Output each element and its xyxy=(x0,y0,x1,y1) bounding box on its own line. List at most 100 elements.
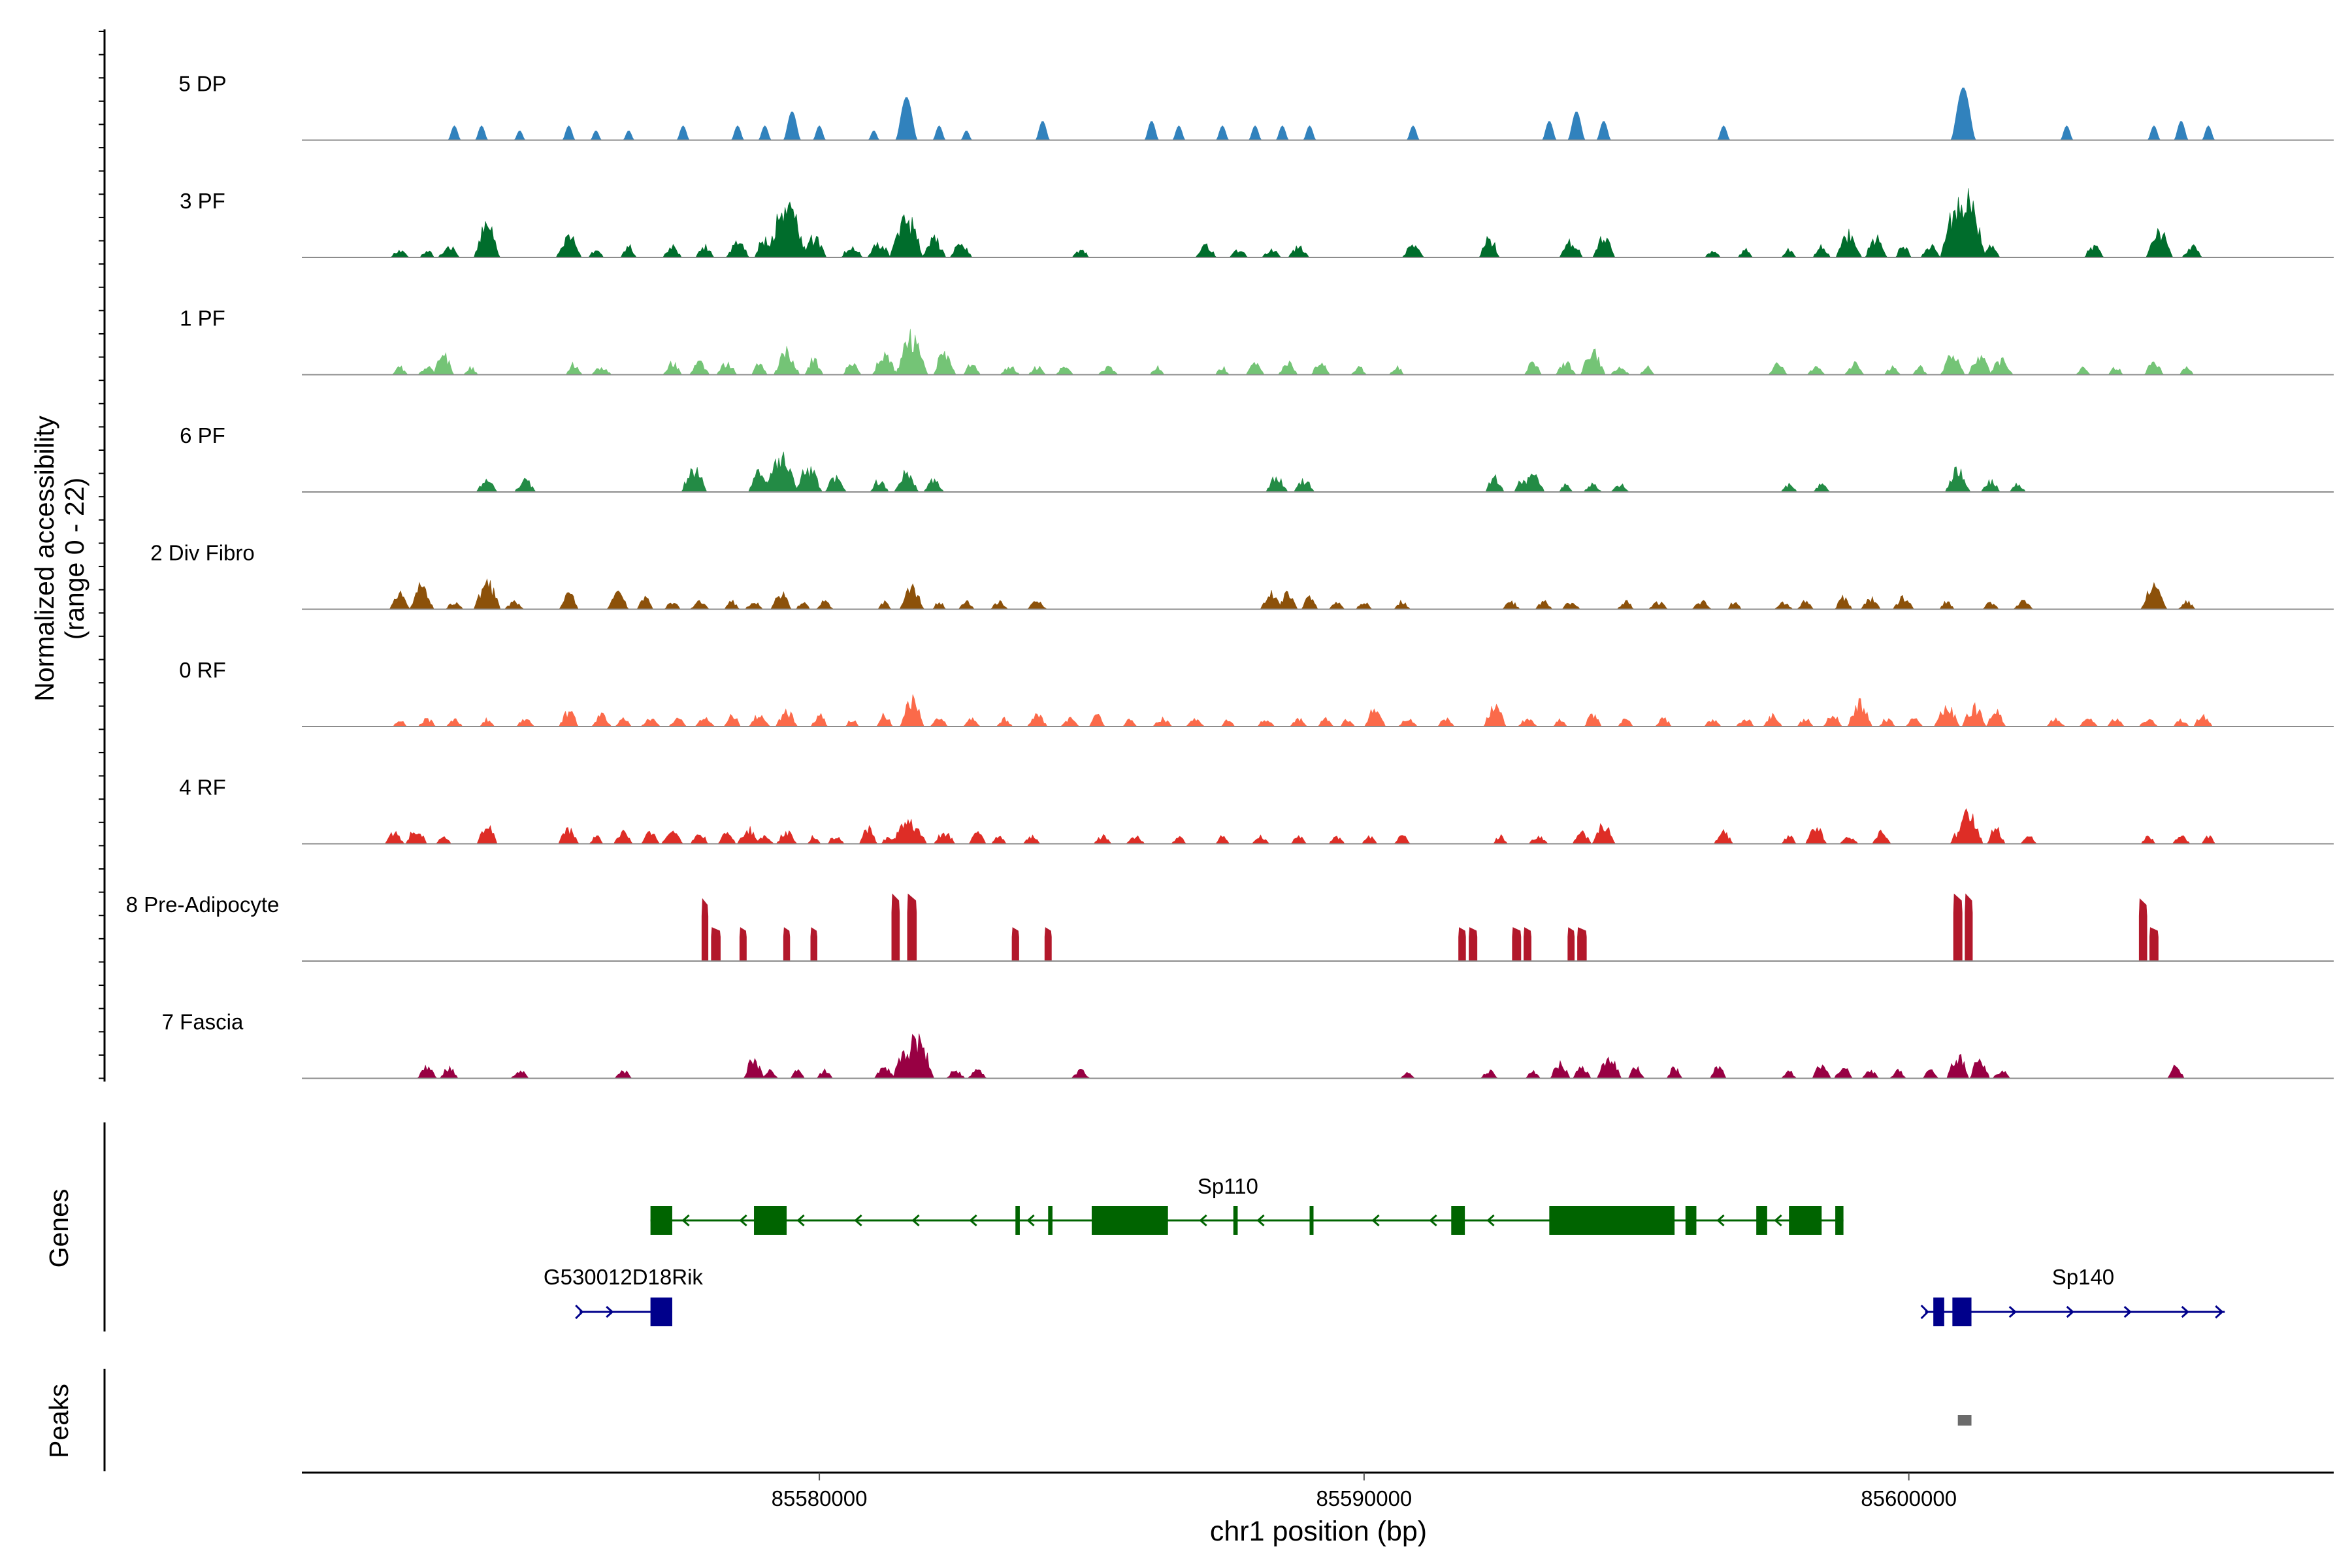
peak-0-rf xyxy=(515,719,535,727)
peak-3-pf xyxy=(620,244,637,258)
peak-7-fascia xyxy=(1969,1058,1990,1079)
gene-label-g530012d18rik: G530012D18Rik xyxy=(544,1265,703,1289)
peak-2-div-fibro xyxy=(796,602,810,610)
peak-1-pf xyxy=(662,360,682,375)
track-label-6-pf: 6 PF xyxy=(180,423,225,448)
peak-4-rf xyxy=(1528,835,1548,844)
peak-6-pf xyxy=(681,467,708,493)
peak-2-div-fibro xyxy=(389,590,411,610)
peak-0-rf xyxy=(1905,718,1923,727)
peak-1-pf xyxy=(1000,366,1021,375)
peak-0-rf xyxy=(1437,717,1455,727)
peak-8-pre-adipocyte xyxy=(1577,927,1587,962)
exon xyxy=(1309,1206,1314,1235)
peak-0-rf xyxy=(2138,719,2159,727)
peak-2-div-fibro xyxy=(1026,601,1048,610)
peak-4-rf xyxy=(384,830,404,844)
peak-1-pf xyxy=(1989,357,2014,375)
peak-1-pf xyxy=(1939,355,1965,375)
peak-4-rf xyxy=(907,828,928,844)
peak-7-fascia xyxy=(790,1069,806,1079)
peak-2-div-fibro xyxy=(1277,591,1298,610)
peak-3-pf xyxy=(2181,244,2203,258)
peak-1-pf xyxy=(391,365,408,375)
peak-2-div-fibro xyxy=(877,600,892,610)
peak-4-rf xyxy=(806,834,821,844)
peak-6-pf xyxy=(893,470,920,493)
exon xyxy=(1835,1206,1844,1235)
peak-2-div-fibro xyxy=(1260,590,1283,610)
peak-4-rf xyxy=(661,830,684,844)
peak-1-pf xyxy=(1911,365,1928,375)
peak-1-pf xyxy=(2108,367,2124,375)
peak-8-pre-adipocyte xyxy=(1512,927,1522,962)
peak-7-fascia xyxy=(1071,1068,1091,1079)
peak-1-pf xyxy=(1639,365,1656,375)
peak-6-pf xyxy=(1812,483,1831,493)
y-axis-subtitle: (range 0 - 22) xyxy=(59,478,90,640)
strand-arrow xyxy=(2008,1305,2017,1318)
strand-arrow xyxy=(969,1214,977,1227)
peak-7-fascia xyxy=(1834,1068,1854,1079)
peak-6-pf xyxy=(476,478,498,493)
peak-0-rf xyxy=(1517,718,1538,727)
peak-2-div-fibro xyxy=(1356,602,1373,610)
peak-0-rf xyxy=(1364,708,1386,727)
peak-3-pf xyxy=(473,220,501,258)
peak-3-pf xyxy=(1401,244,1425,258)
peak-7-fascia xyxy=(816,1068,834,1079)
peak-8-pre-adipocyte xyxy=(1524,927,1531,962)
peak-5-dp xyxy=(2202,125,2215,140)
peak-0-rf xyxy=(1735,719,1756,727)
peak-3-pf xyxy=(1864,234,1888,258)
peak-1-pf xyxy=(716,361,738,375)
peak-1-pf xyxy=(1968,354,1991,375)
peak-0-rf xyxy=(1878,718,1896,727)
peak-1-pf xyxy=(689,360,710,375)
track-8-pre-adipocyte: 8 Pre-Adipocyte xyxy=(126,892,2334,962)
peak-1-pf xyxy=(565,361,583,375)
peak-4-rf xyxy=(717,832,736,844)
peak-2-div-fibro xyxy=(1691,600,1712,610)
peak-0-rf xyxy=(1654,717,1673,727)
peak-0-rf xyxy=(930,718,949,727)
peak-5-dp xyxy=(1950,88,1976,140)
peak-4-rf xyxy=(588,835,604,844)
peak-2-div-fibro xyxy=(745,602,764,610)
peak-7-fascia xyxy=(1399,1071,1416,1079)
peak-6-pf xyxy=(1521,473,1545,493)
track-label-1-pf: 1 PF xyxy=(180,306,225,331)
peak-8-pre-adipocyte xyxy=(907,893,917,962)
peak-1-pf xyxy=(872,351,898,375)
peak-4-rf xyxy=(2140,835,2157,844)
peak-0-rf xyxy=(962,717,981,727)
peak-0-rf xyxy=(2106,718,2125,727)
peak-1-pf xyxy=(1524,361,1543,375)
peak-3-pf xyxy=(419,250,434,258)
peak-6-pf xyxy=(1944,466,1971,493)
peak-5-dp xyxy=(730,125,745,140)
peak-5-dp xyxy=(1172,125,1186,140)
peak-5-dp xyxy=(590,131,602,140)
peak-1-pf xyxy=(1055,367,1074,375)
peak-2-div-fibro xyxy=(1301,595,1318,610)
peak-3-pf xyxy=(2083,244,2104,258)
peak-5-dp xyxy=(758,125,772,140)
x-tick-label: 85580000 xyxy=(772,1486,868,1511)
peak-1-pf xyxy=(1806,366,1826,375)
peak-5-dp xyxy=(2174,121,2189,140)
peak-6-pf xyxy=(1583,482,1603,493)
peak-2-div-fibro xyxy=(724,599,741,610)
exon xyxy=(1789,1206,1822,1235)
track-label-3-pf: 3 PF xyxy=(180,189,225,213)
peak-0-rf xyxy=(1152,716,1173,727)
peak-1-pf xyxy=(842,363,862,375)
peak-3-pf xyxy=(1781,248,1797,258)
peak-3-pf xyxy=(921,234,947,258)
peak-8-pre-adipocyte xyxy=(1044,927,1052,962)
peak-7-fascia xyxy=(1573,1066,1592,1079)
peak-4-rf xyxy=(1251,834,1270,844)
peak-6-pf xyxy=(824,474,847,493)
peak-4-rf xyxy=(1215,835,1230,844)
strand-arrow xyxy=(681,1214,690,1227)
